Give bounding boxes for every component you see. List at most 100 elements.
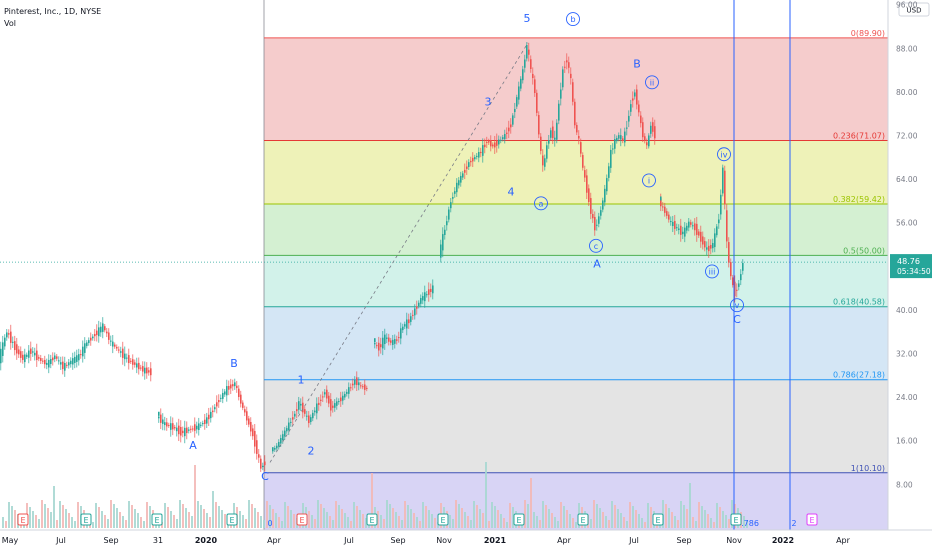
candle-body [252,428,254,437]
candle-body [478,151,480,158]
candle-body [314,410,316,413]
candle-body [348,387,350,394]
volume-bar [722,511,724,528]
candle-body [194,424,196,431]
candle-body [710,244,712,249]
volume-bar [281,521,283,528]
candle-body [580,142,582,154]
volume-bar [164,503,166,528]
candle-body [600,210,602,216]
candle-body [524,59,526,68]
candle-body [230,384,232,389]
candle-body [514,108,516,113]
candle-body [736,289,738,291]
earnings-marker-icon [730,513,742,526]
candle-body [528,49,530,55]
candle-body [388,337,390,342]
wave-label: ii [650,78,654,87]
volume-bar [356,506,358,528]
earnings-marker-label: E [516,516,521,525]
candle-body [202,423,204,425]
candle-body [310,417,312,423]
candle-body [114,344,116,347]
volume-bar [383,519,385,528]
volume-bar [602,512,604,528]
volume-bar [332,520,334,528]
candle-body [334,403,336,408]
candle-body [410,316,412,322]
candle-body [112,341,114,347]
y-tick-label: 64.00 [896,175,918,184]
volume-bar [242,515,244,528]
candle-body [94,333,96,337]
wave-label: A [593,257,601,270]
candle-body [12,341,14,343]
volume-bar [545,505,547,528]
candle-body [52,357,54,361]
candle-body [84,343,86,353]
volume-bar [365,518,367,528]
volume-bar [455,500,457,528]
volume-bar [137,513,139,528]
candle-body [118,349,120,351]
candle-body [238,388,240,397]
volume-bar [170,511,172,528]
volume-bar [194,465,196,528]
volume-bar [500,514,502,528]
candle-body [626,127,628,129]
candle-body [214,407,216,410]
volume-bar [329,516,331,528]
volume-bar [611,501,613,528]
candle-body [630,104,632,112]
wave-label: iii [709,267,716,276]
candle-body [308,415,310,424]
volume-bar [56,520,58,528]
x-tick-label: Apr [557,536,572,545]
candle-body [444,229,446,235]
candle-body [282,434,284,441]
candle-body [288,422,290,431]
candle-body [108,332,110,340]
candle-body [90,337,92,341]
earnings-marker-label: E [299,516,304,525]
candle-body [22,354,24,360]
y-tick-label: 40.00 [896,306,918,315]
candle-body [696,223,698,235]
volume-bar [488,521,490,528]
candle-body [516,97,518,107]
volume-bar [695,521,697,528]
candle-body [716,226,718,236]
earnings-marker-label: E [83,516,88,525]
candle-body [192,428,194,430]
x-tick-label: Jul [628,536,639,545]
candle-body [162,419,164,424]
volume-label: Vol [4,19,16,28]
volume-bar [704,510,706,528]
volume-bar [239,511,241,528]
candle-body [258,454,260,458]
volume-bar [47,508,49,528]
candle-body [104,326,106,331]
candle-body [80,354,82,356]
candle-body [86,342,88,347]
candle-body [728,242,730,263]
candle-body [700,231,702,242]
gap-candle [272,447,274,452]
volume-bar [623,517,625,528]
candle-body [650,125,652,134]
volume-bar [77,502,79,528]
volume-bar [728,519,730,528]
volume-bar [263,520,265,528]
candle-body [510,124,512,128]
candle-body [726,210,728,242]
candle-body [458,180,460,186]
gap-candle [660,196,662,201]
candle-body [356,377,358,386]
candle-body [78,354,80,361]
candle-body [706,247,708,250]
candles [0,42,744,472]
volume-bar [689,483,691,528]
volume-bar [359,510,361,528]
